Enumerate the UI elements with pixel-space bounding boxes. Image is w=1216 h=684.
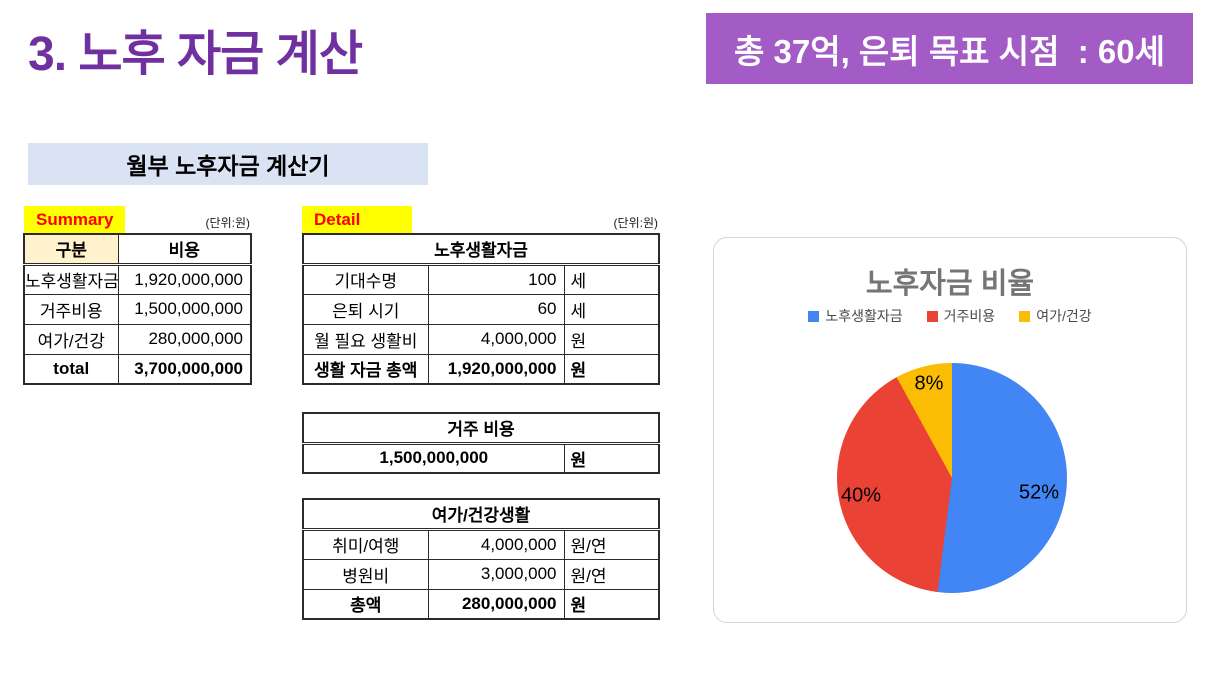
summary-total-label: total xyxy=(23,353,119,385)
row-value: 4,000,000 xyxy=(427,528,565,560)
pie-label-red: 40% xyxy=(840,484,882,507)
row-value: 3,000,000 xyxy=(427,558,565,590)
row-unit: 세 xyxy=(563,293,660,325)
row-value: 1,920,000,000 xyxy=(427,353,565,385)
row-label: 총액 xyxy=(302,588,429,620)
row-label: 은퇴 시기 xyxy=(302,293,429,325)
calculator-title: 월부 노후자금 계산기 xyxy=(28,143,428,185)
row-unit: 원 xyxy=(563,442,660,474)
summary-badge: 총 37억, 은퇴 목표 시점 : 60세 xyxy=(706,13,1193,84)
housing-cost-table: 거주 비용 1,500,000,000 원 xyxy=(302,412,661,474)
row-value: 100 xyxy=(427,263,565,295)
table-row: 노후생활자금 1,920,000,000 xyxy=(23,263,252,295)
summary-header-cost: 비용 xyxy=(117,233,252,266)
table-row: 월 필요 생활비 4,000,000 원 xyxy=(302,323,660,355)
table-row: 1,500,000,000 원 xyxy=(302,442,660,474)
summary-unit-note: (단위:원) xyxy=(205,216,250,230)
table-row: 취미/여행 4,000,000 원/연 xyxy=(302,528,660,560)
pie-label-blue: 52% xyxy=(1018,481,1060,504)
leisure-health-title: 여가/건강생활 xyxy=(302,498,660,531)
row-value: 280,000,000 xyxy=(427,588,565,620)
legend-swatch-yellow-icon xyxy=(1019,310,1031,322)
row-label: 기대수명 xyxy=(302,263,429,295)
row-unit: 원/연 xyxy=(563,558,660,590)
row-value: 60 xyxy=(427,293,565,325)
row-unit: 원/연 xyxy=(563,528,660,560)
row-label: 병원비 xyxy=(302,558,429,590)
summary-row-value: 1,920,000,000 xyxy=(117,263,252,295)
row-unit: 원 xyxy=(563,323,660,355)
legend-label: 노후생활자금 xyxy=(825,308,903,324)
row-value: 4,000,000 xyxy=(427,323,565,355)
summary-row-value: 1,500,000,000 xyxy=(117,293,252,325)
detail-tag: Detail xyxy=(302,206,412,233)
summary-row-name: 여가/건강 xyxy=(23,323,119,355)
summary-row-value: 280,000,000 xyxy=(117,323,252,355)
table-row-total: 생활 자금 총액 1,920,000,000 원 xyxy=(302,353,660,385)
living-fund-title: 노후생활자금 xyxy=(302,233,660,266)
table-row-total: 총액 280,000,000 원 xyxy=(302,588,660,620)
row-unit: 원 xyxy=(563,588,660,620)
housing-cost-title: 거주 비용 xyxy=(302,412,660,445)
pie-label-yellow: 8% xyxy=(914,372,944,395)
table-row: 거주비용 1,500,000,000 xyxy=(23,293,252,325)
pie-chart xyxy=(837,363,1067,593)
chart-title: 노후자금 비율 xyxy=(865,268,1035,300)
chart-legend: 노후생활자금 거주비용 여가/건강 xyxy=(714,306,1186,326)
summary-total-value: 3,700,000,000 xyxy=(117,353,252,385)
row-unit: 원 xyxy=(563,353,660,385)
summary-row-name: 거주비용 xyxy=(23,293,119,325)
table-row: 병원비 3,000,000 원/연 xyxy=(302,558,660,590)
row-label: 생활 자금 총액 xyxy=(302,353,429,385)
chart-card: 노후자금 비율 노후생활자금 거주비용 여가/건강 52% 40% 8% xyxy=(713,237,1187,623)
living-fund-table: 노후생활자금 기대수명 100 세 은퇴 시기 60 세 월 필요 생활비 4,… xyxy=(302,233,661,385)
summary-row-name: 노후생활자금 xyxy=(23,263,119,295)
row-value: 1,500,000,000 xyxy=(302,442,565,474)
legend-swatch-red-icon xyxy=(926,310,938,322)
table-row: 기대수명 100 세 xyxy=(302,263,660,295)
legend-item: 노후생활자금 xyxy=(808,306,903,326)
summary-tag: Summary xyxy=(24,206,126,233)
legend-label: 여가/건강 xyxy=(1036,308,1092,324)
legend-item: 거주비용 xyxy=(926,306,996,326)
legend-item: 여가/건강 xyxy=(1019,306,1092,326)
summary-header-category: 구분 xyxy=(23,233,119,266)
legend-swatch-blue-icon xyxy=(808,310,820,322)
table-row: 여가/건강 280,000,000 xyxy=(23,323,252,355)
detail-unit-note: (단위:원) xyxy=(613,216,658,230)
table-row: 은퇴 시기 60 세 xyxy=(302,293,660,325)
row-label: 취미/여행 xyxy=(302,528,429,560)
table-row-total: total 3,700,000,000 xyxy=(23,353,252,385)
summary-table: 구분 비용 노후생활자금 1,920,000,000 거주비용 1,500,00… xyxy=(23,233,252,385)
legend-label: 거주비용 xyxy=(943,308,996,324)
row-unit: 세 xyxy=(563,263,660,295)
row-label: 월 필요 생활비 xyxy=(302,323,429,355)
page-title: 3. 노후 자금 계산 xyxy=(28,28,363,81)
leisure-health-table: 여가/건강생활 취미/여행 4,000,000 원/연 병원비 3,000,00… xyxy=(302,498,661,620)
